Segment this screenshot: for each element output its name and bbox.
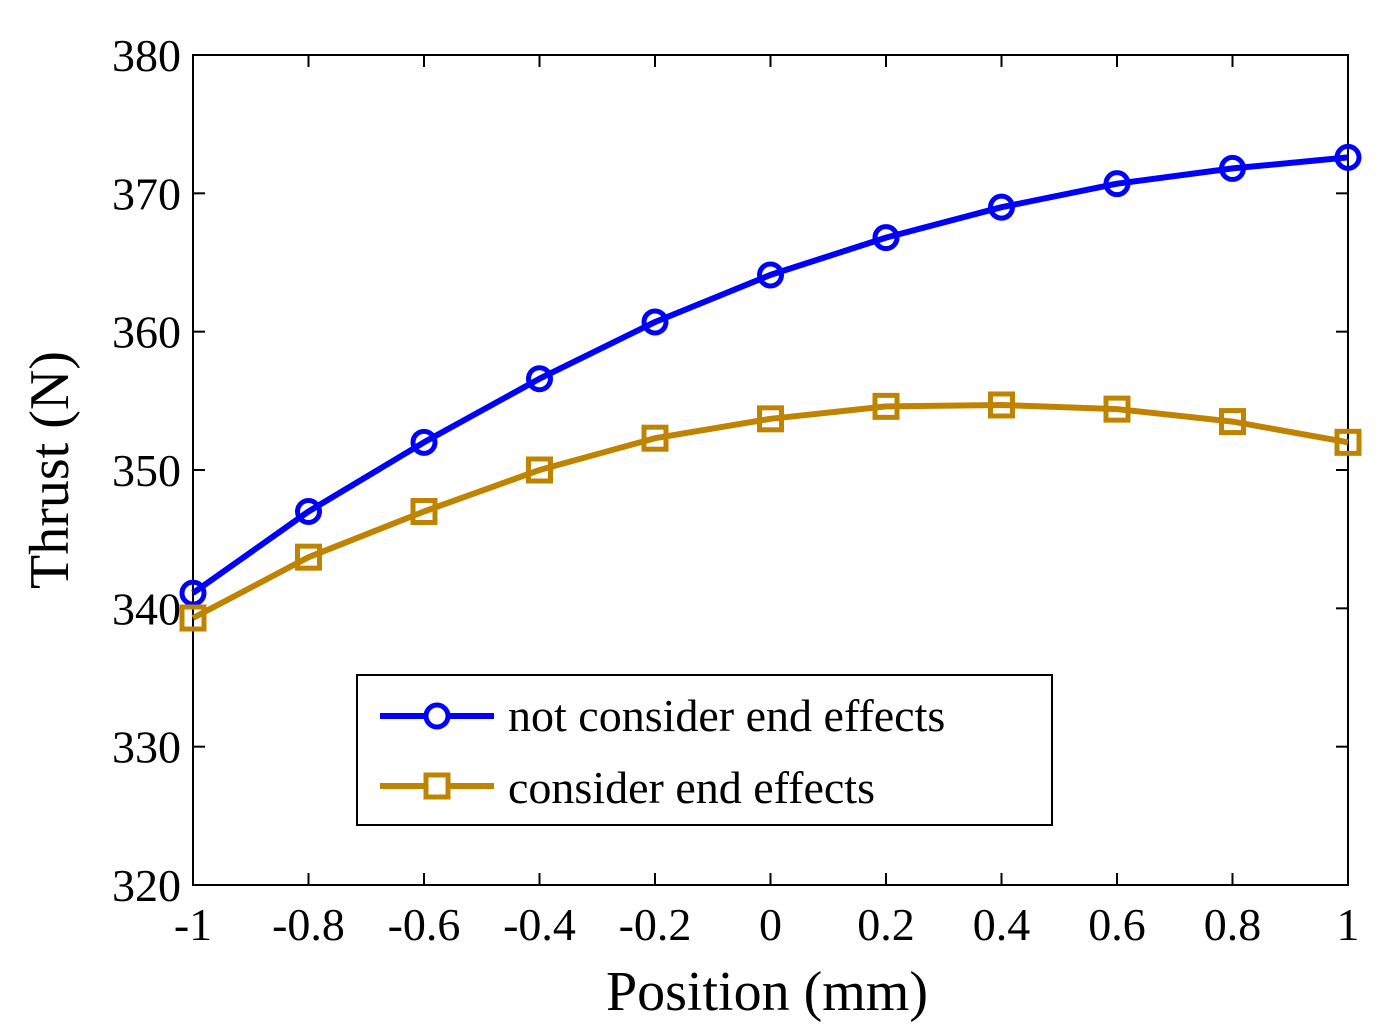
series-line: [191, 402, 1349, 621]
data-point-circle: [641, 308, 669, 336]
x-tick-label: 0: [759, 899, 782, 950]
x-tick-label: -0.2: [619, 899, 692, 950]
y-tick-label: 370: [112, 168, 181, 219]
data-point-square: [757, 405, 784, 433]
x-tick-label: 0.8: [1204, 899, 1262, 950]
data-point-square: [1334, 428, 1362, 456]
y-tick-label: 340: [112, 583, 181, 634]
legend-box: [356, 674, 1053, 826]
data-point-circle: [1103, 170, 1131, 198]
x-tick-label: -0.4: [503, 899, 576, 950]
series-lines: [191, 154, 1349, 621]
data-point-circle: [179, 579, 207, 607]
data-point-circle: [526, 365, 553, 393]
x-tick-label: 0.2: [857, 899, 915, 950]
y-tick-label: 320: [112, 860, 181, 911]
data-point-square: [410, 498, 438, 525]
data-point-circle: [295, 498, 322, 525]
x-tick-label: -1: [174, 899, 212, 950]
data-point-square: [526, 456, 553, 484]
y-tick-label: 330: [112, 722, 181, 773]
data-point-square: [872, 392, 900, 420]
y-axis-label: Thrust (N): [19, 351, 81, 589]
x-tick-label: 1: [1337, 899, 1360, 950]
data-point-square: [1103, 395, 1131, 423]
data-point-circle: [410, 428, 438, 456]
data-point-circle: [872, 224, 900, 252]
series-markers: [179, 143, 1362, 632]
legend-label-consider: consider end effects: [508, 762, 875, 813]
x-axis-label: Position (mm): [606, 961, 928, 1023]
data-point-square: [988, 391, 1015, 419]
data-point-square: [179, 604, 207, 632]
data-point-square: [1219, 408, 1246, 436]
legend-label-not-consider: not consider end effects: [508, 690, 945, 741]
data-point-circle: [757, 261, 784, 289]
data-point-square: [641, 424, 669, 452]
data-point-square: [295, 543, 322, 571]
y-tick-label: 380: [112, 30, 181, 81]
data-point-circle: [1334, 143, 1362, 171]
x-tick-labels: -1 -0.8 -0.6 -0.4 -0.2 0 0.2 0.4 0.6 0.8 1: [174, 899, 1360, 950]
legend-marker-circle: [423, 702, 451, 730]
x-tick-label: 0.4: [973, 899, 1031, 950]
y-tick-label: 350: [112, 445, 181, 496]
data-point-circle: [988, 193, 1015, 221]
series-line: [191, 154, 1349, 596]
y-tick-labels: 320 330 340 350 360 370 380: [112, 30, 181, 911]
axis-ticks: [192, 54, 1349, 886]
data-point-circle: [1219, 154, 1246, 182]
legend: not consider end effects consider end ef…: [356, 674, 1053, 826]
x-tick-label: -0.6: [388, 899, 461, 950]
x-tick-label: 0.6: [1088, 899, 1146, 950]
x-tick-label: -0.8: [272, 899, 345, 950]
y-tick-label: 360: [112, 307, 181, 358]
legend-marker-square: [423, 772, 451, 800]
